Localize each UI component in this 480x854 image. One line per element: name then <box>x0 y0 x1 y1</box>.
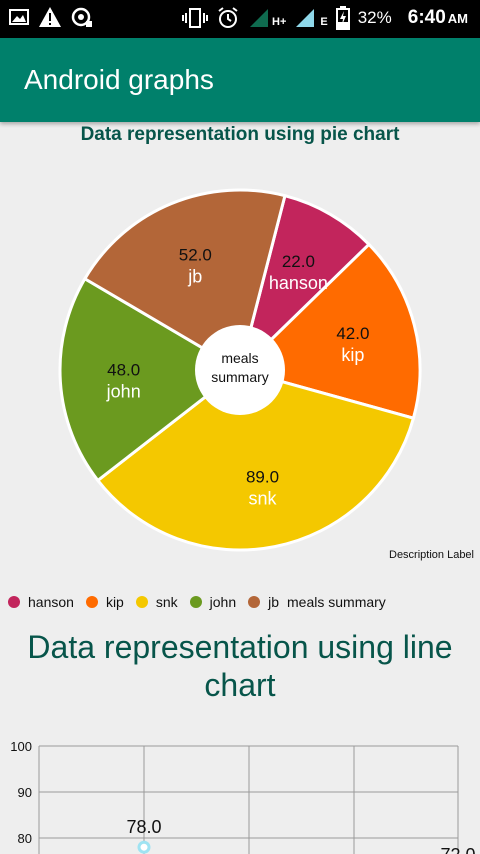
battery-charging-icon <box>335 6 350 30</box>
legend-swatch-jb <box>248 596 261 608</box>
line-y-tick-label: 100 <box>10 739 32 754</box>
warning-icon <box>38 6 62 28</box>
legend-swatch-hanson <box>8 596 20 608</box>
app-title: Android graphs <box>24 64 214 95</box>
line-y-tick-label: 80 <box>18 831 32 846</box>
line-point-value-label: 72.0 <box>440 845 475 854</box>
line-y-tick-label: 90 <box>18 785 32 800</box>
line-point[interactable] <box>137 840 151 854</box>
pie-slice-snk[interactable] <box>95 368 416 552</box>
legend-label-jb: jb <box>268 594 280 610</box>
legend-label-john: john <box>209 594 237 610</box>
pie-chart[interactable]: 22.0 hanson 42.0 kip 89.0 snk 48.0 john 52.0 jb m… <box>0 150 480 570</box>
pie-center-text-line2: summary <box>211 369 269 385</box>
pie-category-label-hanson: hanson <box>269 273 328 293</box>
alarm-icon <box>216 6 240 30</box>
pie-category-label-kip: kip <box>341 345 364 365</box>
pie-value-label-snk: 89.0 <box>246 467 279 486</box>
pie-category-label-snk: snk <box>248 488 277 508</box>
legend-description: meals summary <box>287 594 386 610</box>
app-bar: Android graphs <box>0 38 480 122</box>
pie-center-text-line1: meals <box>221 350 258 366</box>
pie-value-label-hanson: 22.0 <box>282 252 315 271</box>
status-bar: H+ E 32% 6:40 AM <box>0 0 480 38</box>
pie-slice-jb[interactable] <box>82 188 287 373</box>
network-type-label: H+ <box>272 16 287 28</box>
legend-swatch-kip <box>85 596 98 608</box>
pie-slice-kip[interactable] <box>237 242 422 421</box>
clock-time: 6:40 <box>407 7 446 28</box>
legend-label-hanson: hanson <box>28 594 74 610</box>
clock: 6:40 AM <box>408 7 468 29</box>
signal-icon <box>248 7 270 29</box>
vibrate-icon <box>182 7 208 29</box>
line-chart-title: Data representation using line chart <box>27 629 453 703</box>
legend-item-snk: snk <box>135 594 178 610</box>
image-icon <box>8 7 30 27</box>
line-chart[interactable]: 80 90 100 78.0 72.0 <box>0 730 480 854</box>
clock-ampm: AM <box>447 11 468 26</box>
pie-legend: hanson kip snk john jb meals summary <box>8 594 386 610</box>
pie-chart-title: Data representation using pie chart <box>80 124 400 145</box>
legend-item-john: john <box>189 594 237 610</box>
pie-category-label-john: john <box>106 382 141 402</box>
pie-value-label-john: 48.0 <box>107 361 140 380</box>
legend-item-hanson: hanson <box>8 594 74 610</box>
legend-label-snk: snk <box>155 594 178 610</box>
pie-center-hole <box>195 325 285 415</box>
legend-item-jb: jb <box>248 594 279 610</box>
line-point-value-label: 78.0 <box>126 817 161 837</box>
sync-icon <box>70 6 94 28</box>
legend-swatch-snk <box>135 596 148 608</box>
legend-item-kip: kip <box>85 594 124 610</box>
pie-value-label-jb: 52.0 <box>179 245 212 264</box>
pie-value-label-kip: 42.0 <box>336 324 369 343</box>
legend-swatch-john <box>189 596 202 608</box>
battery-percent: 32% <box>357 8 392 27</box>
pie-slice-hanson[interactable] <box>237 193 372 375</box>
network-type-label-2: E <box>320 16 328 28</box>
legend-label-kip: kip <box>105 594 124 610</box>
description-label: Description Label <box>389 549 474 561</box>
pie-slice-john[interactable] <box>58 276 243 483</box>
pie-category-label-jb: jb <box>187 266 202 286</box>
signal-icon <box>294 7 316 29</box>
